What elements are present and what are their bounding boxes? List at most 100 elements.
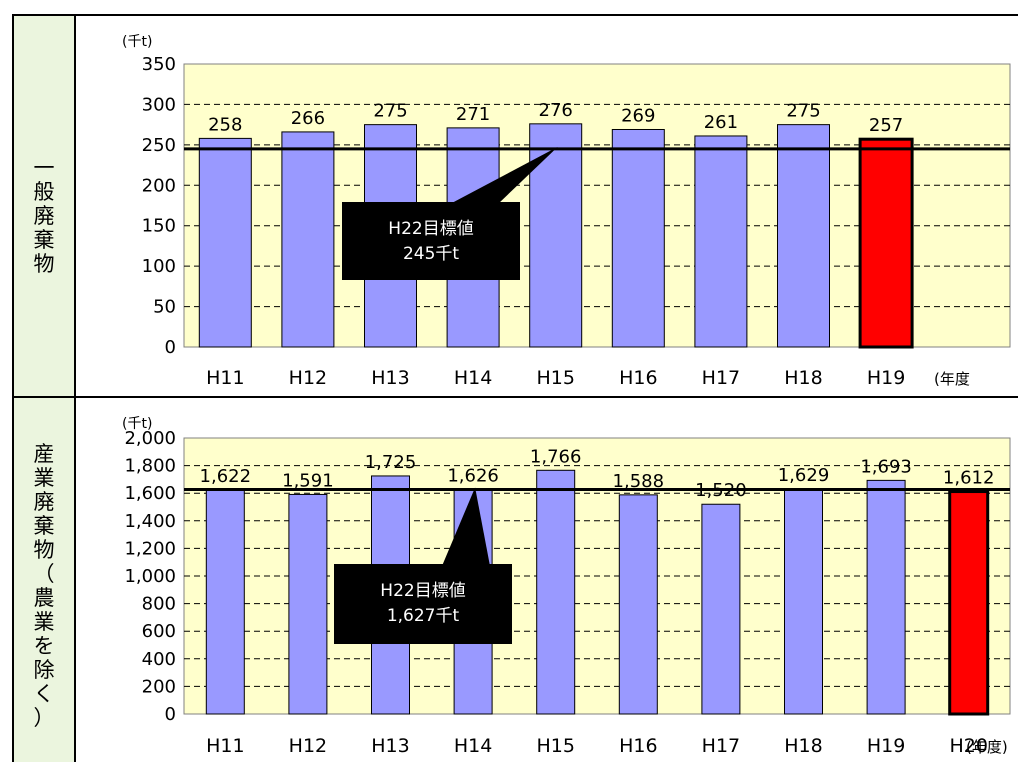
- chart-cell-general-waste: 0 50 100 150 200 250 300 350 (千t) 258 266 275 271 276…: [76, 14, 1018, 398]
- data-label: 257: [869, 115, 903, 136]
- x-tick-label: H16: [619, 367, 657, 389]
- bar: [866, 479, 906, 715]
- x-tick-label: H11: [206, 367, 244, 389]
- row-label-general-waste: 一般廃棄物: [14, 156, 74, 276]
- data-label: 1,725: [365, 452, 417, 473]
- callout-pointer: [450, 146, 558, 204]
- bar: [701, 503, 741, 715]
- x-tick-label: H20: [949, 735, 987, 757]
- bar: [618, 494, 658, 715]
- bar: [288, 493, 328, 715]
- row-label-char: 廃: [33, 490, 55, 514]
- row-label-char: を: [33, 634, 55, 658]
- row-label-char: 除: [33, 658, 55, 682]
- y-tick-label: 1,400: [124, 511, 176, 532]
- bar-highlight: [948, 490, 990, 716]
- bar: [281, 131, 335, 348]
- callout-pointer: [442, 487, 490, 566]
- data-label: 258: [208, 114, 242, 135]
- data-label: 266: [291, 108, 325, 129]
- bar: [611, 128, 665, 348]
- x-tick-label: H14: [454, 735, 492, 757]
- x-tick-label: H14: [454, 367, 492, 389]
- y-tick-label: 350: [142, 54, 176, 75]
- row-label-char: 廃: [33, 204, 55, 228]
- x-tick-label: H18: [784, 735, 822, 757]
- row-label-char: （: [33, 562, 55, 586]
- bar: [198, 137, 252, 348]
- target-label: 1,627千t: [387, 606, 460, 626]
- data-label: 1,629: [778, 465, 830, 486]
- data-label: 275: [373, 101, 407, 122]
- x-tick-label: H19: [867, 735, 905, 757]
- y-tick-label: 100: [142, 256, 176, 277]
- data-label: 1,612: [943, 468, 995, 489]
- data-label: 276: [539, 100, 573, 121]
- row-label-char: 業: [33, 610, 55, 634]
- x-tick-label: H11: [206, 735, 244, 757]
- x-tick-label: H12: [289, 735, 327, 757]
- y-tick-label: 200: [142, 175, 176, 196]
- y-tick-label: 0: [165, 337, 176, 358]
- y-tick-label: 600: [142, 621, 176, 642]
- x-axis-label: (年度): [966, 738, 1008, 756]
- y-tick-label: 1,600: [124, 483, 176, 504]
- general-waste-chart: 0 50 100 150 200 250 300 350 (千t) 258 266 275 271 276…: [122, 34, 1011, 389]
- bar: [205, 489, 245, 715]
- bar: [536, 469, 576, 715]
- bar: [529, 123, 583, 348]
- bar: [694, 135, 748, 348]
- callout-box: [334, 564, 512, 644]
- y-tick-label: 250: [142, 135, 176, 156]
- row-label-char: 棄: [33, 514, 55, 538]
- y-tick-label: 800: [142, 594, 176, 615]
- row-label-char: 物: [33, 538, 55, 562]
- bar: [777, 124, 830, 348]
- y-tick-label: 0: [165, 704, 176, 725]
- row-label-char: 産: [33, 442, 55, 466]
- callout-box: [342, 202, 520, 280]
- data-label: 271: [456, 104, 490, 125]
- data-label: 1,520: [695, 480, 747, 501]
- target-label: H22目標値: [380, 581, 465, 601]
- x-tick-label: H13: [371, 367, 409, 389]
- row-label-char: 棄: [33, 228, 55, 252]
- x-tick-label: H12: [289, 367, 327, 389]
- y-tick-label: 2,000: [124, 428, 176, 449]
- chart-cell-industrial-waste: 0 200 400 600 800 1,000 1,200 1,400 1,600 1,800 2,…: [76, 396, 1018, 762]
- y-tick-label: 1,800: [124, 456, 176, 477]
- row-label-char: く: [33, 682, 55, 706]
- data-label: 1,591: [282, 470, 334, 491]
- data-label: 275: [786, 101, 820, 122]
- x-tick-label: H15: [536, 735, 574, 757]
- data-label: 1,693: [860, 456, 912, 477]
- target-label: H22目標値: [388, 219, 473, 239]
- y-tick-label: 1,200: [124, 538, 176, 559]
- x-tick-label: H17: [702, 367, 740, 389]
- data-label: 261: [704, 112, 738, 133]
- data-label: 1,626: [447, 466, 499, 487]
- x-tick-label: H18: [784, 367, 822, 389]
- row-label-char: ）: [33, 706, 55, 730]
- y-tick-label: 400: [142, 649, 176, 670]
- data-label: 1,766: [530, 446, 582, 467]
- x-tick-label: H19: [867, 367, 905, 389]
- target-label: 245千t: [403, 244, 459, 264]
- x-tick-label: H16: [619, 735, 657, 757]
- y-tick-label: 150: [142, 216, 176, 237]
- y-axis-label: (千t): [122, 34, 152, 50]
- y-tick-label: 50: [153, 297, 176, 318]
- row-label-char: 般: [33, 180, 55, 204]
- row-label-char: 一: [33, 156, 55, 180]
- row-label-cell: 一般廃棄物: [12, 14, 76, 398]
- row-label-char: 物: [33, 252, 55, 276]
- y-axis-label: (千t): [122, 416, 152, 432]
- row-label-cell: 産業廃棄物（農業を除く）: [12, 396, 76, 762]
- data-label: 1,588: [613, 471, 665, 492]
- row-label-char: 農: [33, 586, 55, 610]
- y-tick-label: 300: [142, 94, 176, 115]
- row-label-industrial-waste: 産業廃棄物（農業を除く）: [14, 442, 74, 730]
- data-label: 1,622: [200, 466, 252, 487]
- industrial-waste-chart: 0 200 400 600 800 1,000 1,200 1,400 1,600 1,800 2,…: [122, 416, 1011, 757]
